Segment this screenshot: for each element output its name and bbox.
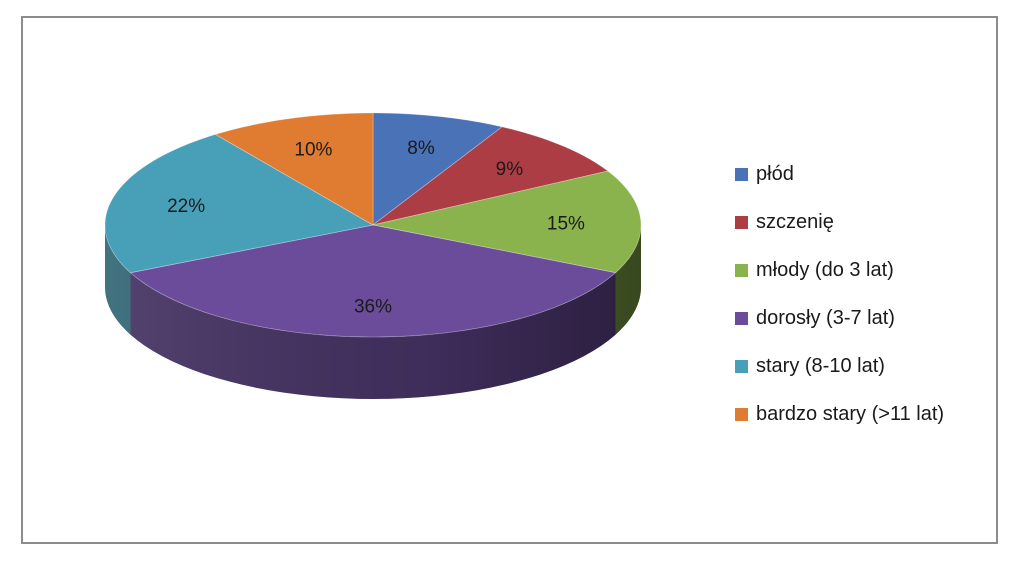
- legend-label: młody (do 3 lat): [756, 258, 894, 281]
- pie-side-walls: [105, 225, 641, 399]
- legend-label: stary (8-10 lat): [756, 354, 885, 377]
- legend-swatch: [735, 263, 748, 277]
- legend-item-stary: stary (8-10 lat): [735, 342, 995, 390]
- pie-side-shading: [105, 225, 641, 399]
- legend: płód szczenię młody (do 3 lat) dorosły (…: [735, 150, 995, 438]
- pie-slice-m-ody-do-3-lat: [372, 170, 642, 274]
- pie-slice-szczeni: [372, 126, 609, 226]
- pie-slice-stary-8-10-lat: [104, 133, 375, 274]
- legend-swatch: [735, 167, 748, 181]
- pie-top-slices: [104, 112, 642, 338]
- legend-item-szczenie: szczenię: [735, 198, 995, 246]
- pie-slice-doros-y-3-7-lat: [129, 224, 617, 338]
- legend-item-bardzo-stary: bardzo stary (>11 lat): [735, 390, 995, 438]
- pie-label-stary-8-10-lat: 22%: [167, 196, 205, 217]
- pie-label-szczeni: 9%: [496, 159, 524, 180]
- pie-label-m-ody-do-3-lat: 15%: [547, 214, 585, 235]
- legend-label: dorosły (3-7 lat): [756, 306, 895, 329]
- legend-swatch: [735, 311, 748, 325]
- legend-item-plod: płód: [735, 150, 995, 198]
- pie-slice-p-d: [372, 112, 504, 226]
- legend-swatch: [735, 407, 748, 421]
- legend-label: płód: [756, 162, 794, 185]
- pie-label-p-d: 8%: [407, 138, 435, 159]
- legend-item-mlody: młody (do 3 lat): [735, 246, 995, 294]
- legend-swatch: [735, 359, 748, 373]
- legend-label: szczenię: [756, 210, 834, 233]
- pie-label-doros-y-3-7-lat: 36%: [354, 297, 392, 318]
- legend-item-dorosly: dorosły (3-7 lat): [735, 294, 995, 342]
- pie-label-bardzo-stary-11-lat: 10%: [294, 139, 332, 160]
- pie-value-labels: 8% 9% 15% 36% 22% 10%: [167, 138, 585, 318]
- legend-label: bardzo stary (>11 lat): [756, 402, 945, 425]
- legend-swatch: [735, 215, 748, 229]
- pie-slice-bardzo-stary-11-lat: [214, 112, 374, 226]
